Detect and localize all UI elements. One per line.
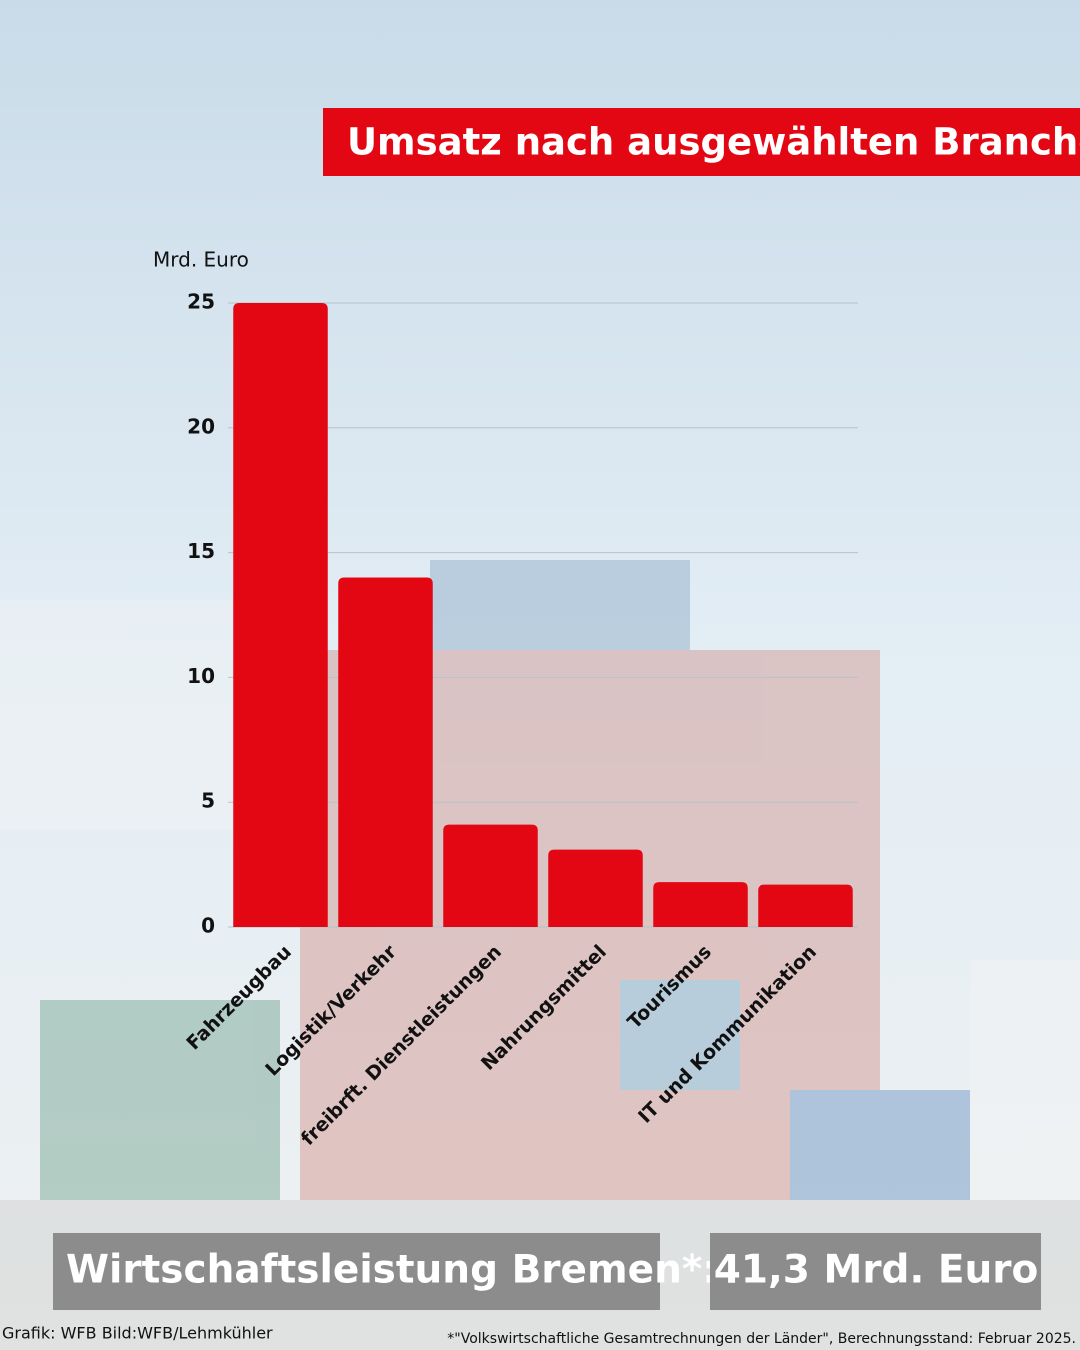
- bar: [758, 884, 853, 927]
- y-tick-label: 10: [187, 664, 215, 688]
- y-tick-label: 5: [201, 789, 215, 813]
- chart-title: Umsatz nach ausgewählten Branchen: [347, 121, 1080, 164]
- bar: [653, 882, 748, 927]
- footnote: *"Volkswirtschaftliche Gesamtrechnungen …: [447, 1331, 1076, 1347]
- y-tick-label: 25: [187, 290, 215, 314]
- y-tick-label: 0: [201, 914, 215, 938]
- y-tick-label: 20: [187, 414, 215, 438]
- summary-value-box: [710, 1233, 1041, 1310]
- bar: [443, 824, 538, 927]
- summary-value: 41,3 Mrd. Euro: [714, 1248, 1039, 1293]
- summary-label: Wirtschaftsleistung Bremen*:: [66, 1248, 718, 1293]
- bar: [338, 577, 433, 927]
- y-axis-label: Mrd. Euro: [153, 248, 249, 272]
- y-tick-label: 15: [187, 539, 215, 563]
- summary-label-box: [53, 1233, 660, 1310]
- title-box: [323, 108, 1080, 176]
- bar: [548, 849, 643, 927]
- credit: Grafik: WFB Bild:WFB/Lehmkühler: [2, 1324, 273, 1343]
- bar: [233, 303, 328, 927]
